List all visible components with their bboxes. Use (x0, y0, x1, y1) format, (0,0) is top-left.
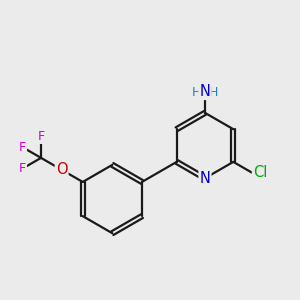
Text: Cl: Cl (253, 165, 267, 180)
Text: F: F (19, 162, 26, 175)
Text: F: F (38, 130, 45, 143)
Text: N: N (200, 84, 210, 99)
Text: H: H (209, 86, 219, 99)
Text: H: H (191, 86, 201, 99)
Text: N: N (200, 171, 210, 186)
Text: F: F (19, 141, 26, 154)
Text: O: O (56, 162, 68, 177)
